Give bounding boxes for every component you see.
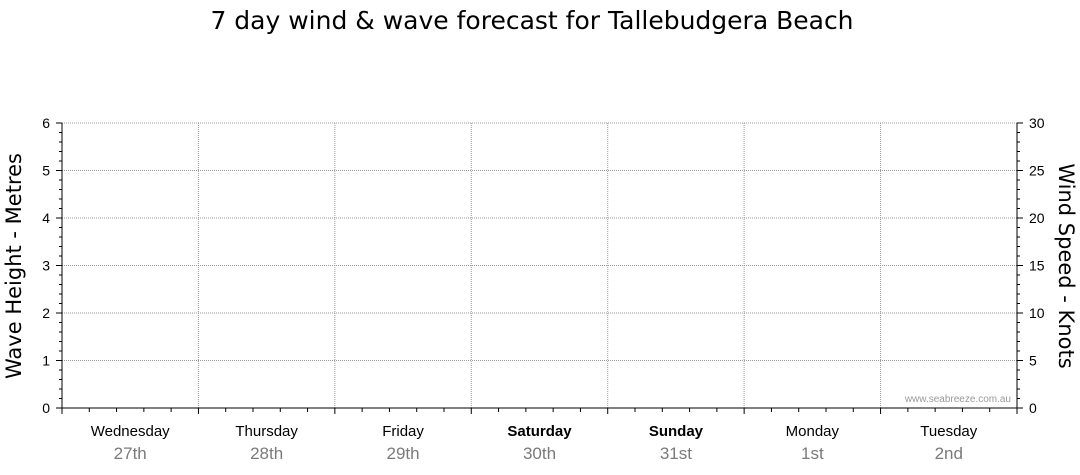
day-labels: Wednesday 27th Thursday 28th Friday 29th Satur… xyxy=(91,423,978,463)
day-date-label: 2nd xyxy=(935,444,963,463)
left-tick-label: 3 xyxy=(42,258,50,274)
left-tick-label: 1 xyxy=(42,353,50,369)
left-tick-label: 0 xyxy=(42,400,50,416)
right-tick-label: 15 xyxy=(1029,258,1045,274)
left-axis-title: Wave Height - Metres xyxy=(2,153,26,379)
right-tick-labels: 0 5 10 15 20 25 30 xyxy=(1029,115,1045,416)
day-date-label: 30th xyxy=(523,444,556,463)
right-tick-label: 0 xyxy=(1029,400,1037,416)
left-tick-label: 4 xyxy=(42,210,50,226)
grid-lines xyxy=(62,122,1017,408)
chart-title: 7 day wind & wave forecast for Tallebudg… xyxy=(210,6,853,35)
day-name-label: Monday xyxy=(786,423,840,440)
right-tick-label: 30 xyxy=(1029,115,1045,131)
right-tick-label: 10 xyxy=(1029,305,1045,321)
day-name-label: Tuesday xyxy=(920,423,977,440)
day-name-label: Wednesday xyxy=(91,423,170,440)
day-date-label: 27th xyxy=(114,444,147,463)
day-date-label: 28th xyxy=(250,444,283,463)
left-tick-label: 2 xyxy=(42,305,50,321)
day-name-label: Friday xyxy=(382,423,424,440)
day-name-label: Sunday xyxy=(649,423,704,440)
left-tick-labels: 0 1 2 3 4 5 6 xyxy=(42,115,50,416)
day-date-label: 31st xyxy=(660,444,692,463)
right-tick-label: 20 xyxy=(1029,210,1045,226)
axes xyxy=(56,122,1023,414)
right-tick-label: 5 xyxy=(1029,353,1037,369)
watermark-text: www.seabreeze.com.au xyxy=(904,394,1011,405)
day-name-label: Thursday xyxy=(235,423,298,440)
day-name-label: Saturday xyxy=(507,423,572,440)
left-tick-label: 5 xyxy=(42,163,50,179)
left-tick-label: 6 xyxy=(42,115,50,131)
right-tick-label: 25 xyxy=(1029,163,1045,179)
day-date-label: 29th xyxy=(387,444,420,463)
right-axis-title: Wind Speed - Knots xyxy=(1054,163,1078,368)
day-date-label: 1st xyxy=(801,444,824,463)
